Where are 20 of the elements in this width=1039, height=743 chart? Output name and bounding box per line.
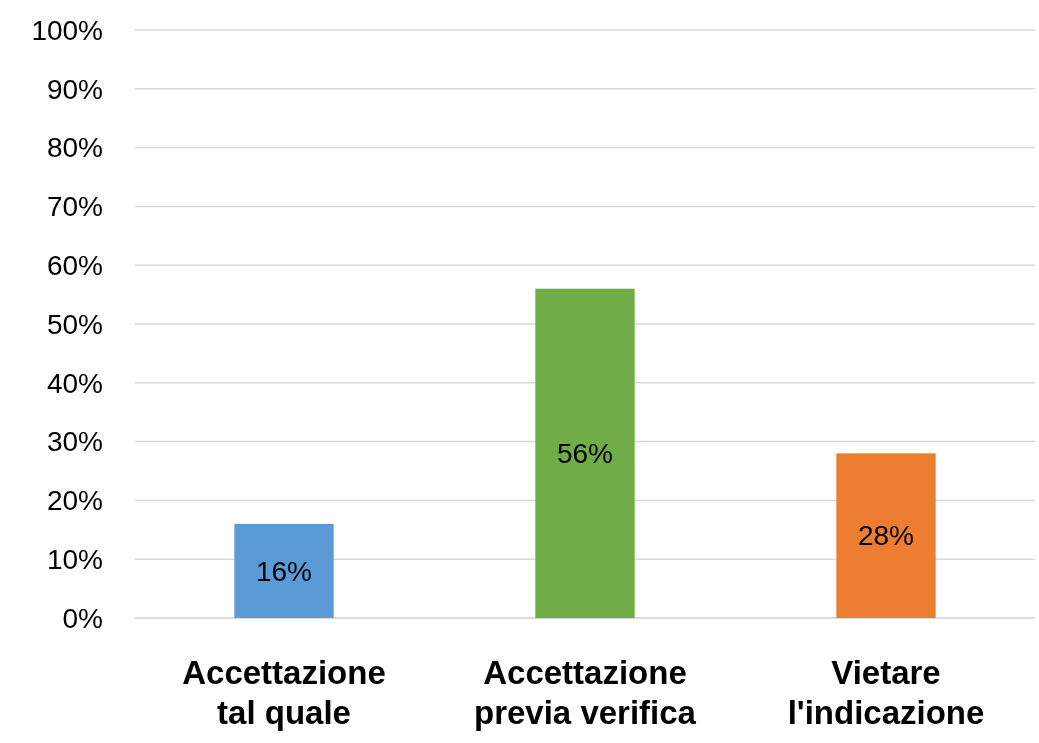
y-tick-label: 100%	[31, 14, 103, 46]
x-tick-label: Accettazione tal quale	[182, 654, 386, 731]
y-tick-label: 60%	[46, 250, 103, 281]
x-tick-label: Accettazione previa verifica	[474, 654, 697, 731]
y-tick-label: 80%	[46, 132, 103, 164]
x-tick-label: Vietare l'indicazione	[787, 654, 985, 731]
bar	[234, 523, 334, 618]
bar	[535, 288, 635, 618]
y-tick-label: 0%	[62, 602, 103, 634]
y-tick-label: 20%	[46, 485, 103, 517]
y-tick-label: 50%	[46, 308, 103, 340]
y-tick-label: 70%	[46, 191, 103, 223]
bar	[836, 453, 936, 618]
data-label: 56%	[556, 438, 614, 470]
y-tick-label: 10%	[46, 544, 103, 575]
data-label: 16%	[255, 555, 313, 587]
y-tick-label: 90%	[46, 73, 103, 105]
data-label: 28%	[857, 520, 915, 552]
y-tick-label: 30%	[46, 426, 103, 458]
y-tick-label: 40%	[46, 367, 103, 399]
